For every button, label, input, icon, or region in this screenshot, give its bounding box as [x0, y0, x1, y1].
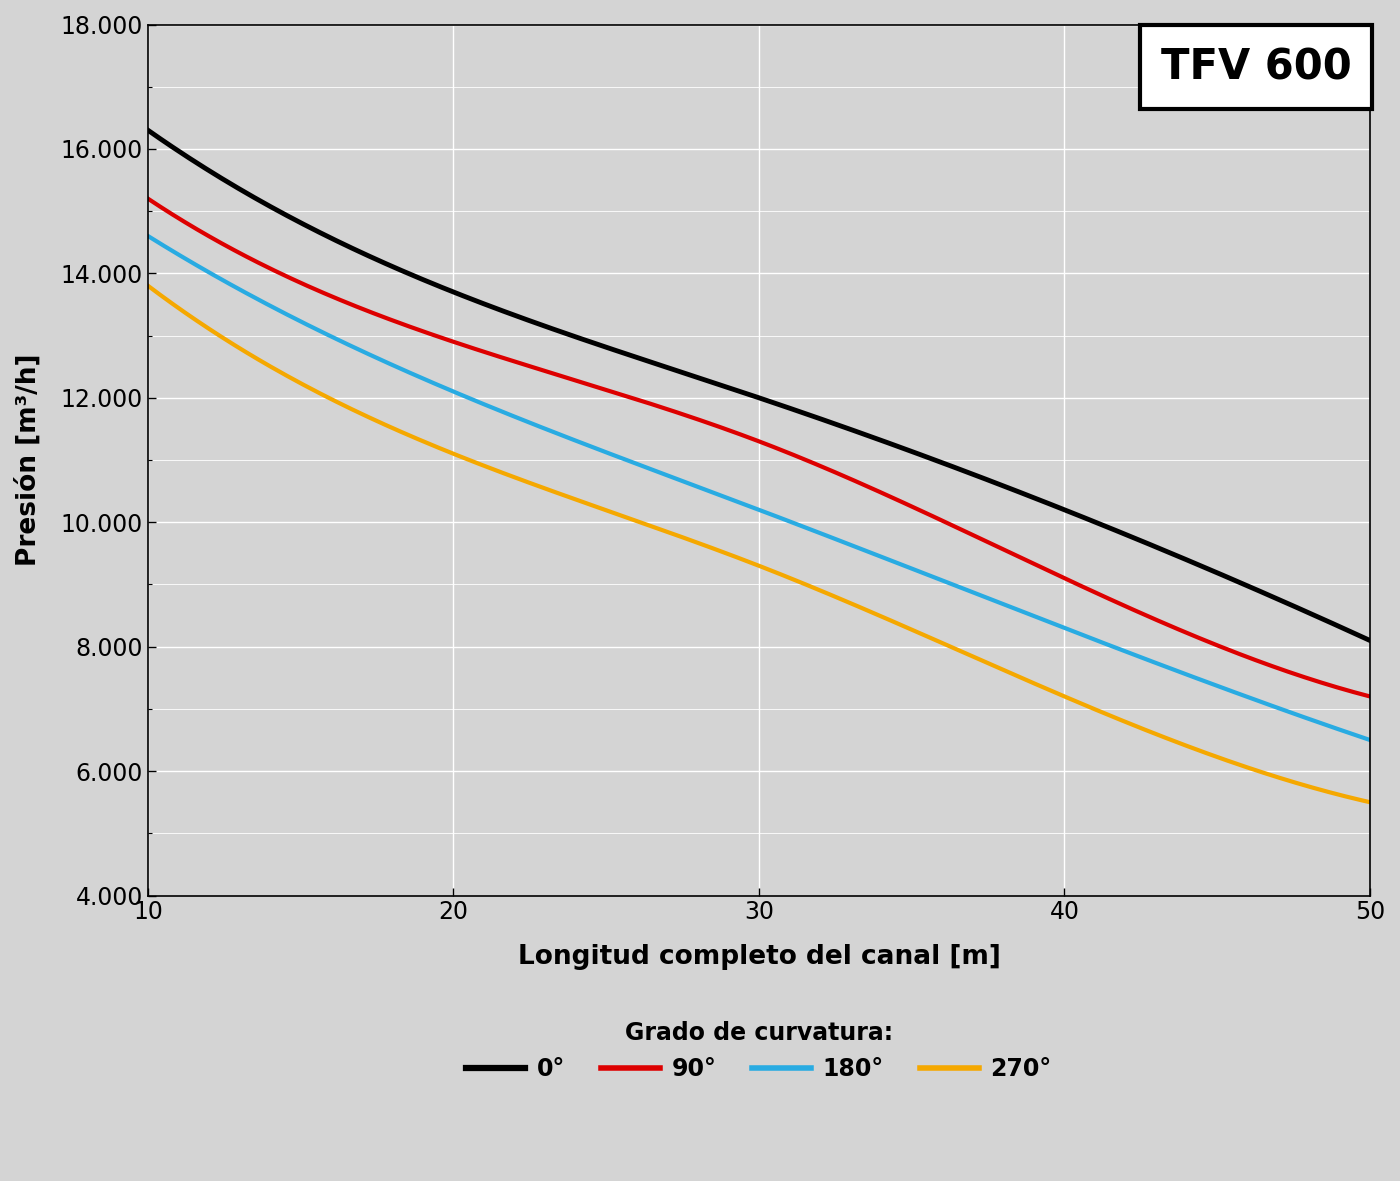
X-axis label: Longitud completo del canal [m]: Longitud completo del canal [m]: [518, 944, 1001, 970]
Legend: 0°, 90°, 180°, 270°: 0°, 90°, 180°, 270°: [456, 1012, 1061, 1090]
Text: TFV 600: TFV 600: [1161, 46, 1351, 89]
Y-axis label: Presión [m³/h]: Presión [m³/h]: [15, 354, 42, 566]
